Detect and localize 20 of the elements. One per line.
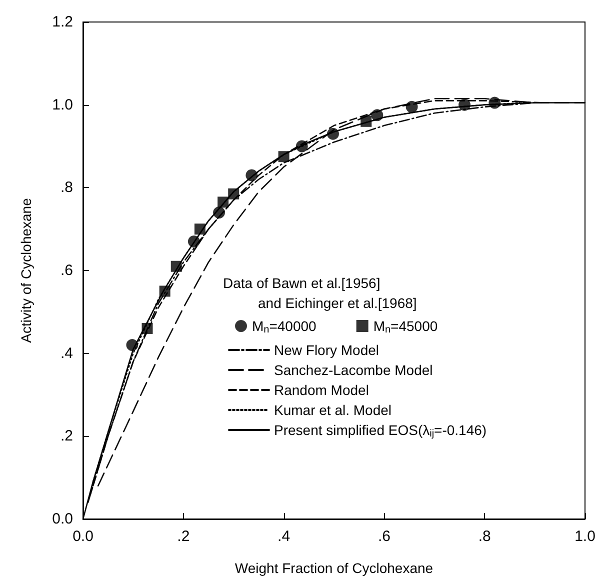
x-tick-label: .6 — [378, 528, 390, 545]
y-tick-label: .4 — [60, 344, 73, 362]
y-axis-title: Activity of Cyclohexane — [18, 198, 34, 343]
x-tick-label: 0.0 — [72, 528, 94, 545]
x-tick-label: 1.0 — [574, 528, 596, 545]
x-axis-title: Weight Fraction of Cyclohexane — [234, 560, 434, 576]
x-tick-label: .8 — [478, 528, 491, 545]
y-tick-label: .2 — [60, 428, 73, 445]
legend-title: Data of Bawn et al.[1956] and Eichinger et al.[1968] — [223, 275, 417, 311]
x-tick-label: .2 — [177, 528, 190, 545]
y-tick-label: .6 — [60, 262, 73, 279]
y-tick-label: 0.0 — [52, 510, 73, 528]
legend-label: Random Model — [274, 382, 369, 398]
y-tick-label: 1.0 — [52, 96, 73, 114]
x-tick-label: .4 — [278, 528, 290, 545]
legend-label: New Flory Model — [274, 342, 380, 358]
y-tick-label: .8 — [60, 179, 73, 196]
y-tick-label: 1.2 — [52, 14, 73, 30]
legend-label: Sanchez-Lacombe Model — [274, 362, 433, 378]
legend-label: Kumar et al. Model — [274, 402, 392, 418]
